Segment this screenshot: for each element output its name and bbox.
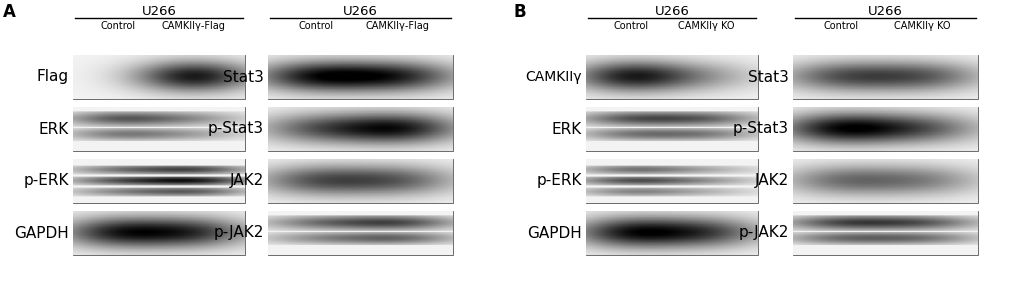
Text: CAMKIIγ-Flag: CAMKIIγ-Flag bbox=[365, 21, 429, 31]
Bar bbox=[792, 55, 977, 99]
Text: CAMKIIγ KO: CAMKIIγ KO bbox=[894, 21, 950, 31]
Bar bbox=[73, 211, 245, 255]
Text: ERK: ERK bbox=[551, 121, 582, 136]
Text: JAK2: JAK2 bbox=[229, 173, 264, 188]
Text: Control: Control bbox=[612, 21, 648, 31]
Text: Control: Control bbox=[100, 21, 136, 31]
Bar bbox=[586, 159, 757, 203]
Bar bbox=[792, 159, 977, 203]
Bar bbox=[73, 159, 245, 203]
Bar bbox=[586, 107, 757, 151]
Text: Stat3: Stat3 bbox=[223, 70, 264, 84]
Text: B: B bbox=[514, 3, 526, 21]
Text: Flag: Flag bbox=[37, 70, 69, 84]
Text: U266: U266 bbox=[342, 5, 378, 18]
Text: CAMKIIγ: CAMKIIγ bbox=[525, 70, 582, 84]
Text: GAPDH: GAPDH bbox=[14, 225, 69, 241]
Text: U266: U266 bbox=[867, 5, 902, 18]
Text: p-Stat3: p-Stat3 bbox=[208, 121, 264, 136]
Bar bbox=[792, 107, 977, 151]
Bar bbox=[73, 55, 245, 99]
Text: p-JAK2: p-JAK2 bbox=[738, 225, 789, 241]
Text: Control: Control bbox=[299, 21, 333, 31]
Bar bbox=[586, 55, 757, 99]
Text: p-JAK2: p-JAK2 bbox=[213, 225, 264, 241]
Text: p-ERK: p-ERK bbox=[536, 173, 582, 188]
Text: JAK2: JAK2 bbox=[754, 173, 789, 188]
Text: CAMKIIγ-Flag: CAMKIIγ-Flag bbox=[161, 21, 225, 31]
Text: U266: U266 bbox=[142, 5, 176, 18]
Bar bbox=[792, 211, 977, 255]
Bar bbox=[268, 107, 452, 151]
Text: ERK: ERK bbox=[39, 121, 69, 136]
Bar bbox=[586, 211, 757, 255]
Text: p-Stat3: p-Stat3 bbox=[733, 121, 789, 136]
Bar bbox=[268, 211, 452, 255]
Text: Stat3: Stat3 bbox=[747, 70, 789, 84]
Text: GAPDH: GAPDH bbox=[527, 225, 582, 241]
Bar bbox=[268, 55, 452, 99]
Text: p-ERK: p-ERK bbox=[23, 173, 69, 188]
Text: A: A bbox=[3, 3, 16, 21]
Text: U266: U266 bbox=[654, 5, 689, 18]
Text: Control: Control bbox=[822, 21, 858, 31]
Bar bbox=[73, 107, 245, 151]
Text: CAMKIIγ KO: CAMKIIγ KO bbox=[678, 21, 734, 31]
Bar bbox=[268, 159, 452, 203]
